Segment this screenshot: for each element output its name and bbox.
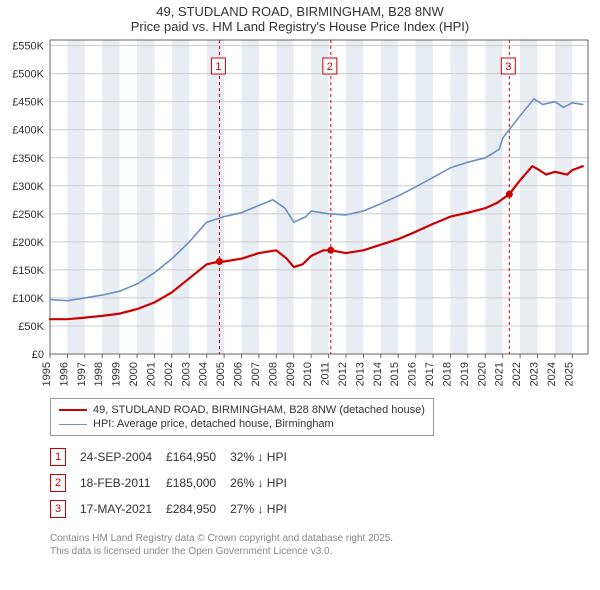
- chart-legend: 49, STUDLAND ROAD, BIRMINGHAM, B28 8NW (…: [50, 398, 434, 436]
- svg-text:2004: 2004: [198, 362, 210, 386]
- sale-price: £284,950: [166, 496, 230, 522]
- svg-text:2000: 2000: [128, 362, 140, 386]
- legend-row: HPI: Average price, detached house, Birm…: [59, 417, 425, 431]
- svg-text:2022: 2022: [511, 362, 523, 386]
- svg-text:1996: 1996: [58, 362, 70, 386]
- svg-text:2002: 2002: [163, 362, 175, 386]
- svg-text:2023: 2023: [529, 362, 541, 386]
- svg-text:£150K: £150K: [12, 265, 44, 277]
- svg-text:2021: 2021: [494, 362, 506, 386]
- footer-line-1: Contains HM Land Registry data © Crown c…: [50, 532, 600, 545]
- svg-text:£550K: £550K: [12, 41, 44, 53]
- legend-swatch: [59, 409, 87, 411]
- sale-marker: 1: [50, 448, 66, 466]
- svg-text:2024: 2024: [546, 362, 558, 386]
- legend-row: 49, STUDLAND ROAD, BIRMINGHAM, B28 8NW (…: [59, 403, 425, 417]
- svg-text:2008: 2008: [267, 362, 279, 386]
- price-chart: £0 £50K £100K £150K £200K £250K £300K £350K £400…: [0, 34, 600, 394]
- svg-text:£300K: £300K: [12, 181, 44, 193]
- svg-text:£50K: £50K: [18, 321, 44, 333]
- sale-date: 24-SEP-2004: [80, 444, 166, 470]
- svg-text:£0: £0: [32, 349, 44, 361]
- sale-date: 17-MAY-2021: [80, 496, 166, 522]
- svg-text:£100K: £100K: [12, 293, 44, 305]
- sale-marker: 3: [50, 500, 66, 518]
- legend-swatch: [59, 424, 87, 425]
- footer-line-2: This data is licensed under the Open Gov…: [50, 545, 600, 558]
- svg-text:2010: 2010: [302, 362, 314, 386]
- svg-text:£250K: £250K: [12, 209, 44, 221]
- table-row: 2 18-FEB-2011£185,00026% ↓ HPI: [50, 470, 301, 496]
- svg-text:2020: 2020: [476, 362, 488, 386]
- svg-text:£450K: £450K: [12, 97, 44, 109]
- svg-text:2012: 2012: [337, 362, 349, 386]
- svg-text:1997: 1997: [76, 362, 88, 386]
- sale-marker: 2: [50, 474, 66, 492]
- chart-container: 49, STUDLAND ROAD, BIRMINGHAM, B28 8NW P…: [0, 0, 600, 558]
- svg-text:2025: 2025: [563, 362, 575, 386]
- svg-text:2001: 2001: [145, 362, 157, 386]
- svg-text:2017: 2017: [424, 362, 436, 386]
- sales-table: 1 24-SEP-2004£164,95032% ↓ HPI 2 18-FEB-201…: [50, 444, 301, 522]
- table-row: 1 24-SEP-2004£164,95032% ↓ HPI: [50, 444, 301, 470]
- chart-titles: 49, STUDLAND ROAD, BIRMINGHAM, B28 8NW P…: [0, 0, 600, 34]
- svg-text:2018: 2018: [441, 362, 453, 386]
- svg-text:£350K: £350K: [12, 153, 44, 165]
- svg-text:2: 2: [327, 61, 333, 73]
- svg-text:2006: 2006: [233, 362, 245, 386]
- svg-text:2015: 2015: [389, 362, 401, 386]
- svg-text:1995: 1995: [41, 362, 53, 386]
- legend-label: HPI: Average price, detached house, Birm…: [93, 418, 334, 430]
- sale-delta: 27% ↓ HPI: [230, 496, 301, 522]
- svg-text:2005: 2005: [215, 362, 227, 386]
- svg-text:2014: 2014: [372, 362, 384, 386]
- svg-text:2013: 2013: [354, 362, 366, 386]
- sale-date: 18-FEB-2011: [80, 470, 166, 496]
- svg-text:1: 1: [215, 61, 221, 73]
- svg-text:£400K: £400K: [12, 125, 44, 137]
- sale-delta: 26% ↓ HPI: [230, 470, 301, 496]
- chart-title: 49, STUDLAND ROAD, BIRMINGHAM, B28 8NW: [0, 4, 600, 19]
- footer-note: Contains HM Land Registry data © Crown c…: [50, 532, 600, 558]
- legend-label: 49, STUDLAND ROAD, BIRMINGHAM, B28 8NW (…: [93, 404, 425, 416]
- svg-text:1998: 1998: [93, 362, 105, 386]
- table-row: 3 17-MAY-2021£284,95027% ↓ HPI: [50, 496, 301, 522]
- svg-text:2016: 2016: [407, 362, 419, 386]
- svg-text:2019: 2019: [459, 362, 471, 386]
- svg-text:2003: 2003: [180, 362, 192, 386]
- svg-text:3: 3: [505, 61, 511, 73]
- sale-delta: 32% ↓ HPI: [230, 444, 301, 470]
- sale-price: £164,950: [166, 444, 230, 470]
- svg-text:2011: 2011: [320, 362, 332, 386]
- svg-text:£500K: £500K: [12, 69, 44, 81]
- svg-text:£200K: £200K: [12, 237, 44, 249]
- chart-subtitle: Price paid vs. HM Land Registry's House …: [0, 19, 600, 34]
- svg-text:1999: 1999: [111, 362, 123, 386]
- sale-price: £185,000: [166, 470, 230, 496]
- svg-text:2007: 2007: [250, 362, 262, 386]
- svg-text:2009: 2009: [285, 362, 297, 386]
